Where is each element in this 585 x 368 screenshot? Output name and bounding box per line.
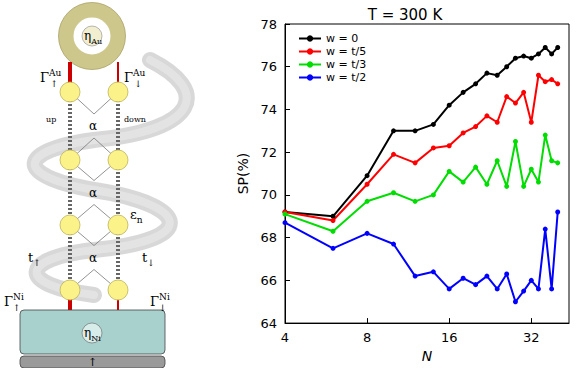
svg-text:down: down (124, 115, 146, 124)
svg-text:16: 16 (441, 330, 458, 345)
svg-text:66: 66 (260, 273, 277, 288)
svg-text:α: α (89, 251, 97, 265)
svg-text:ηAu: ηAu (84, 29, 102, 46)
svg-text:8: 8 (363, 330, 371, 345)
svg-text:ηNi: ηNi (84, 326, 101, 343)
svg-text:72: 72 (260, 145, 277, 160)
svg-text:t↓: t↓ (142, 250, 155, 268)
svg-text:ΓNi↑: ΓNi↑ (4, 292, 24, 313)
svg-text:ΓAu↓: ΓAu↓ (124, 68, 146, 89)
svg-text:78: 78 (260, 17, 277, 32)
svg-text:w = t/5: w = t/5 (326, 45, 366, 58)
svg-text:32: 32 (523, 330, 540, 345)
svg-text:α: α (89, 186, 97, 200)
svg-text:T = 300 K: T = 300 K (367, 6, 444, 24)
svg-text:ΓNi↓: ΓNi↓ (150, 292, 170, 313)
svg-text:w = t/2: w = t/2 (326, 71, 366, 84)
svg-text:N: N (422, 348, 433, 364)
svg-text:ΓAu↑: ΓAu↑ (40, 68, 62, 89)
svg-text:74: 74 (260, 102, 277, 117)
svg-text:64: 64 (260, 316, 277, 331)
svg-text:t↑: t↑ (28, 250, 41, 268)
svg-text:w = 0: w = 0 (326, 32, 358, 45)
svg-text:w = t/3: w = t/3 (326, 58, 366, 71)
svg-text:↑: ↑ (88, 356, 97, 368)
svg-text:up: up (46, 115, 56, 124)
svg-text:4: 4 (281, 330, 289, 345)
svg-text:SP(%): SP(%) (235, 153, 251, 195)
svg-text:76: 76 (260, 59, 277, 74)
svg-text:68: 68 (260, 230, 277, 245)
svg-text:α: α (89, 119, 97, 133)
svg-text:εn: εn (130, 207, 143, 225)
svg-text:70: 70 (260, 187, 277, 202)
